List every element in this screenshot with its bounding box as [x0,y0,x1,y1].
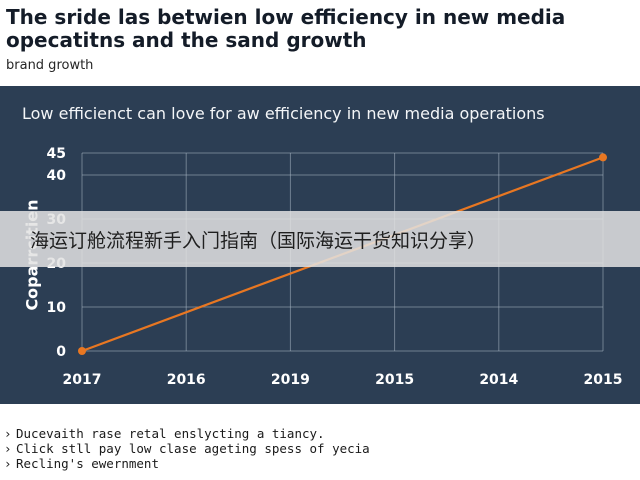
x-tick-labels: 2017 2016 2019 2015 2014 2015 [63,372,623,388]
y-tick-label: 10 [47,300,67,316]
list-item: › Ducevaith rase retal enslycting a tianc… [4,426,370,441]
bullet-icon: › [4,426,12,441]
notes-list: › Ducevaith rase retal enslycting a tianc… [4,426,370,471]
x-tick-label: 2015 [584,372,623,388]
chart-heading: The sride las betwien low efficiency in … [6,5,566,52]
y-tick-label: 0 [56,344,66,360]
bullet-icon: › [4,456,12,471]
chart-title: Low efficienct can love for aw efficienc… [22,104,545,123]
list-item-text: Click stll pay low clase ageting spess o… [16,441,370,456]
chart-subheading: brand growth [6,58,94,73]
x-tick-label: 2014 [479,372,518,388]
list-item: › Recling's ewernment [4,456,370,471]
list-item-text: Ducevaith rase retal enslycting a tiancy… [16,426,325,441]
watermark-banner [0,211,640,267]
data-point [78,347,86,355]
x-tick-label: 2016 [167,372,206,388]
bullet-icon: › [4,441,12,456]
list-item-text: Recling's ewernment [16,456,159,471]
data-point [599,153,607,162]
watermark-banner-text: 海运订舱流程新手入门指南（国际海运干货知识分享） [30,230,487,252]
x-tick-label: 2015 [375,372,414,388]
x-tick-label: 2017 [63,372,102,388]
x-tick-label: 2019 [271,372,310,388]
list-item: › Click stll pay low clase ageting spess … [4,441,370,456]
y-tick-label: 45 [47,146,66,162]
y-tick-label: 40 [47,168,67,184]
